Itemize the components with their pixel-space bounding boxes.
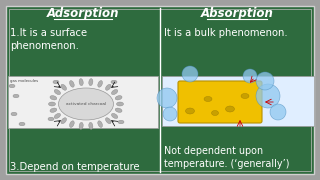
Ellipse shape [212, 111, 219, 116]
Text: activated charcoal: activated charcoal [66, 102, 106, 106]
FancyBboxPatch shape [6, 6, 314, 174]
Ellipse shape [50, 96, 57, 100]
Circle shape [256, 84, 280, 108]
Ellipse shape [69, 81, 74, 87]
Ellipse shape [98, 81, 102, 87]
Ellipse shape [116, 102, 124, 106]
Ellipse shape [49, 102, 55, 106]
Ellipse shape [50, 108, 57, 112]
Ellipse shape [226, 106, 235, 112]
Ellipse shape [89, 79, 93, 86]
Text: It is a bulk phenomenon.: It is a bulk phenomenon. [164, 28, 288, 38]
Ellipse shape [59, 88, 114, 120]
Text: Absorption: Absorption [201, 8, 273, 21]
Ellipse shape [19, 122, 25, 126]
Ellipse shape [79, 79, 83, 86]
Ellipse shape [106, 118, 111, 124]
Circle shape [157, 88, 177, 108]
FancyBboxPatch shape [162, 76, 314, 126]
Ellipse shape [115, 108, 122, 112]
Ellipse shape [79, 122, 83, 129]
Ellipse shape [118, 120, 124, 124]
Ellipse shape [48, 117, 54, 121]
Text: 1.It is a surface
phenomenon.: 1.It is a surface phenomenon. [10, 28, 87, 51]
Ellipse shape [115, 96, 122, 100]
Ellipse shape [241, 93, 249, 98]
Ellipse shape [53, 80, 59, 84]
Ellipse shape [9, 84, 15, 88]
Ellipse shape [54, 89, 60, 94]
Ellipse shape [98, 121, 102, 127]
Circle shape [182, 66, 198, 82]
FancyBboxPatch shape [8, 76, 158, 128]
Ellipse shape [61, 118, 67, 124]
Circle shape [256, 72, 274, 90]
Ellipse shape [54, 113, 60, 118]
Ellipse shape [111, 89, 118, 94]
Ellipse shape [89, 122, 93, 129]
Circle shape [243, 69, 257, 83]
Ellipse shape [106, 84, 111, 90]
Ellipse shape [11, 112, 17, 116]
Text: Not dependent upon
temperature. (‘generally’): Not dependent upon temperature. (‘genera… [164, 146, 290, 169]
Ellipse shape [13, 94, 19, 98]
Text: gas molecules: gas molecules [10, 79, 38, 83]
Ellipse shape [111, 113, 118, 118]
Ellipse shape [204, 96, 212, 102]
FancyBboxPatch shape [178, 81, 262, 123]
Ellipse shape [61, 84, 67, 90]
Ellipse shape [69, 121, 74, 127]
Text: Adsorption: Adsorption [47, 8, 119, 21]
Ellipse shape [186, 108, 195, 114]
Circle shape [163, 107, 177, 121]
Ellipse shape [111, 80, 117, 84]
Text: 3.Depend on temperature: 3.Depend on temperature [10, 162, 140, 172]
Circle shape [270, 104, 286, 120]
